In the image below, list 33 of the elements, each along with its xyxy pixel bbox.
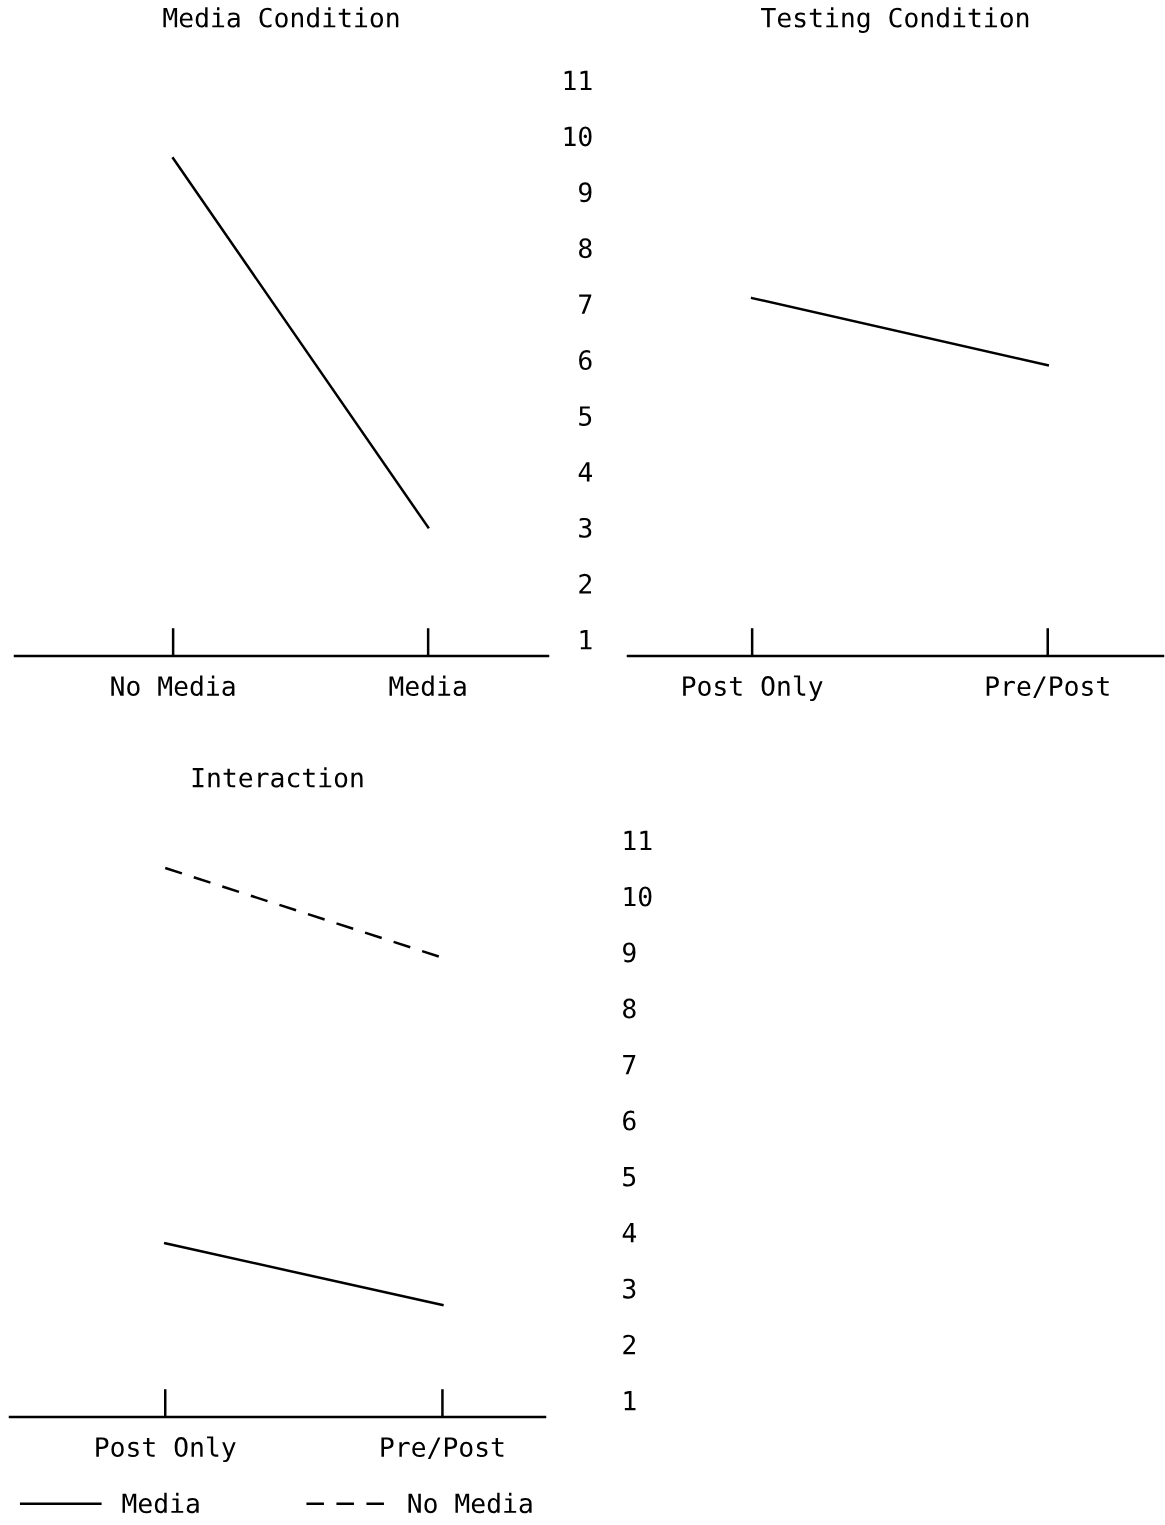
y-tick-label: 4 <box>578 462 593 482</box>
y-tick-label: 11 <box>564 70 592 91</box>
chart-title: Testing Condition <box>761 7 1029 33</box>
y-tick-label: 8 <box>579 238 592 259</box>
y-tick-label: 2 <box>623 1334 636 1355</box>
legend-label: Media <box>122 1492 199 1514</box>
y-tick-label: 10 <box>564 126 592 147</box>
y-tick-label: 5 <box>579 406 592 427</box>
chart-title: Media Condition <box>163 7 399 28</box>
y-tick-label: 1 <box>624 1391 636 1411</box>
y-tick-label: 6 <box>623 1110 636 1131</box>
x-tick-label: Post Only <box>683 675 823 702</box>
y-tick-label: 6 <box>579 350 592 371</box>
x-tick-label: Post Only <box>96 1436 236 1463</box>
x-tick-label: Media <box>389 675 466 697</box>
y-tick-label: 2 <box>579 573 592 594</box>
y-tick-label: 5 <box>623 1166 636 1187</box>
y-tick-label: 3 <box>579 517 592 538</box>
chart-title: Interaction <box>192 767 363 788</box>
x-tick-label: Pre/Post <box>381 1437 504 1460</box>
y-tick-label: 9 <box>579 182 592 203</box>
y-tick-label: 7 <box>579 294 592 314</box>
y-tick-label: 8 <box>623 998 636 1019</box>
x-tick-label: Pre/Post <box>986 676 1109 699</box>
y-tick-label: 7 <box>623 1054 636 1075</box>
y-tick-label: 3 <box>623 1278 636 1299</box>
y-tick-label: 9 <box>623 942 636 963</box>
legend-label: No Media <box>408 1492 532 1514</box>
y-tick-label: 11 <box>624 830 652 851</box>
y-tick-label: 10 <box>624 886 652 907</box>
y-tick-label: 4 <box>622 1222 637 1243</box>
y-tick-label: 1 <box>580 630 592 650</box>
x-tick-label: No Media <box>111 675 235 697</box>
